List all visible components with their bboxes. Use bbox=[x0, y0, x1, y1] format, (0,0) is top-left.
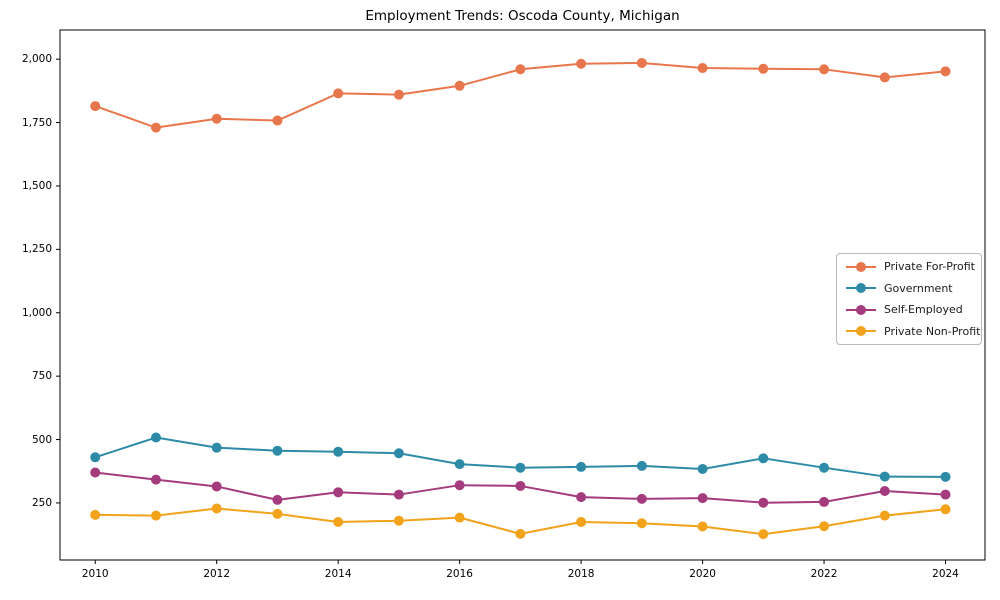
legend-line-marker-icon bbox=[846, 304, 876, 315]
data-point bbox=[333, 487, 344, 498]
x-tick-label: 2018 bbox=[567, 568, 595, 580]
data-point bbox=[636, 57, 647, 68]
y-tick-label: 1,500 bbox=[21, 179, 52, 192]
data-point bbox=[150, 432, 161, 443]
data-point bbox=[879, 72, 890, 83]
x-tick-label: 2014 bbox=[324, 568, 352, 580]
legend-item-government: Government bbox=[845, 278, 981, 300]
data-point bbox=[272, 115, 283, 126]
data-point bbox=[454, 459, 465, 470]
axes-spines bbox=[59, 29, 986, 561]
x-tick-label: 2020 bbox=[689, 568, 716, 580]
data-point bbox=[636, 460, 647, 471]
data-point bbox=[576, 58, 587, 69]
data-point bbox=[90, 452, 101, 463]
data-point bbox=[758, 529, 769, 540]
data-point bbox=[515, 480, 526, 491]
data-point bbox=[393, 448, 404, 459]
data-point bbox=[515, 64, 526, 75]
data-point bbox=[90, 101, 101, 112]
data-point bbox=[393, 515, 404, 526]
data-point bbox=[940, 66, 951, 77]
y-tick-label: 1,000 bbox=[21, 306, 52, 319]
data-point bbox=[758, 63, 769, 74]
legend-line-marker-icon bbox=[846, 283, 876, 294]
data-point bbox=[454, 480, 465, 491]
x-tick-label: 2024 bbox=[932, 568, 959, 580]
data-point bbox=[393, 89, 404, 100]
data-point bbox=[333, 88, 344, 99]
x-tick-label: 2012 bbox=[203, 568, 231, 580]
data-point bbox=[150, 474, 161, 485]
data-point bbox=[90, 509, 101, 520]
x-tick-label: 2010 bbox=[81, 568, 109, 580]
legend-label: Private Non-Profit bbox=[884, 324, 981, 338]
data-point bbox=[393, 489, 404, 500]
data-point bbox=[272, 494, 283, 505]
data-point bbox=[454, 80, 465, 91]
y-tick-label: 1,750 bbox=[21, 116, 52, 129]
data-point bbox=[697, 521, 708, 532]
data-point bbox=[333, 516, 344, 527]
legend-item-self-employed: Self-Employed bbox=[845, 299, 981, 321]
data-point bbox=[333, 446, 344, 457]
data-point bbox=[515, 462, 526, 473]
legend-label: Private For-Profit bbox=[884, 260, 975, 274]
data-point bbox=[879, 471, 890, 482]
data-point bbox=[211, 481, 222, 492]
chart-title: Employment Trends: Oscoda County, Michig… bbox=[365, 8, 680, 24]
x-tick-label: 2016 bbox=[446, 568, 473, 580]
legend: Private For-Profit Government Self-Employe… bbox=[836, 253, 982, 345]
y-tick-label: 500 bbox=[31, 433, 52, 446]
data-point bbox=[636, 518, 647, 529]
data-point bbox=[150, 510, 161, 521]
data-point bbox=[272, 445, 283, 456]
data-point bbox=[454, 512, 465, 523]
x-tick-label: 2022 bbox=[810, 568, 838, 580]
legend-label: Government bbox=[884, 281, 953, 295]
data-point bbox=[272, 508, 283, 519]
data-point bbox=[636, 493, 647, 504]
y-tick-label: 250 bbox=[31, 496, 52, 509]
data-point bbox=[819, 462, 830, 473]
legend-item-private-for-profit: Private For-Profit bbox=[845, 256, 981, 278]
data-point bbox=[90, 467, 101, 478]
data-point bbox=[879, 510, 890, 521]
data-point bbox=[576, 516, 587, 527]
data-point bbox=[940, 471, 951, 482]
data-point bbox=[576, 492, 587, 503]
data-point bbox=[758, 453, 769, 464]
data-point bbox=[819, 496, 830, 507]
y-tick-label: 1,250 bbox=[21, 243, 52, 256]
data-point bbox=[697, 493, 708, 504]
legend-line-marker-icon bbox=[846, 261, 876, 272]
y-tick-label: 2,000 bbox=[21, 53, 52, 66]
data-point bbox=[211, 442, 222, 453]
data-point bbox=[576, 461, 587, 472]
data-point bbox=[940, 489, 951, 500]
legend-label: Self-Employed bbox=[884, 303, 963, 317]
data-point bbox=[758, 497, 769, 508]
legend-line-marker-icon bbox=[846, 326, 876, 337]
data-point bbox=[211, 113, 222, 124]
data-point bbox=[697, 63, 708, 74]
data-point bbox=[819, 521, 830, 532]
data-point bbox=[819, 64, 830, 75]
y-tick-label: 750 bbox=[31, 370, 52, 383]
data-point bbox=[150, 122, 161, 133]
data-point bbox=[697, 463, 708, 474]
data-point bbox=[879, 486, 890, 497]
data-point bbox=[211, 503, 222, 514]
legend-item-private-non-profit: Private Non-Profit bbox=[845, 321, 981, 343]
data-point bbox=[515, 528, 526, 539]
data-point bbox=[940, 504, 951, 515]
